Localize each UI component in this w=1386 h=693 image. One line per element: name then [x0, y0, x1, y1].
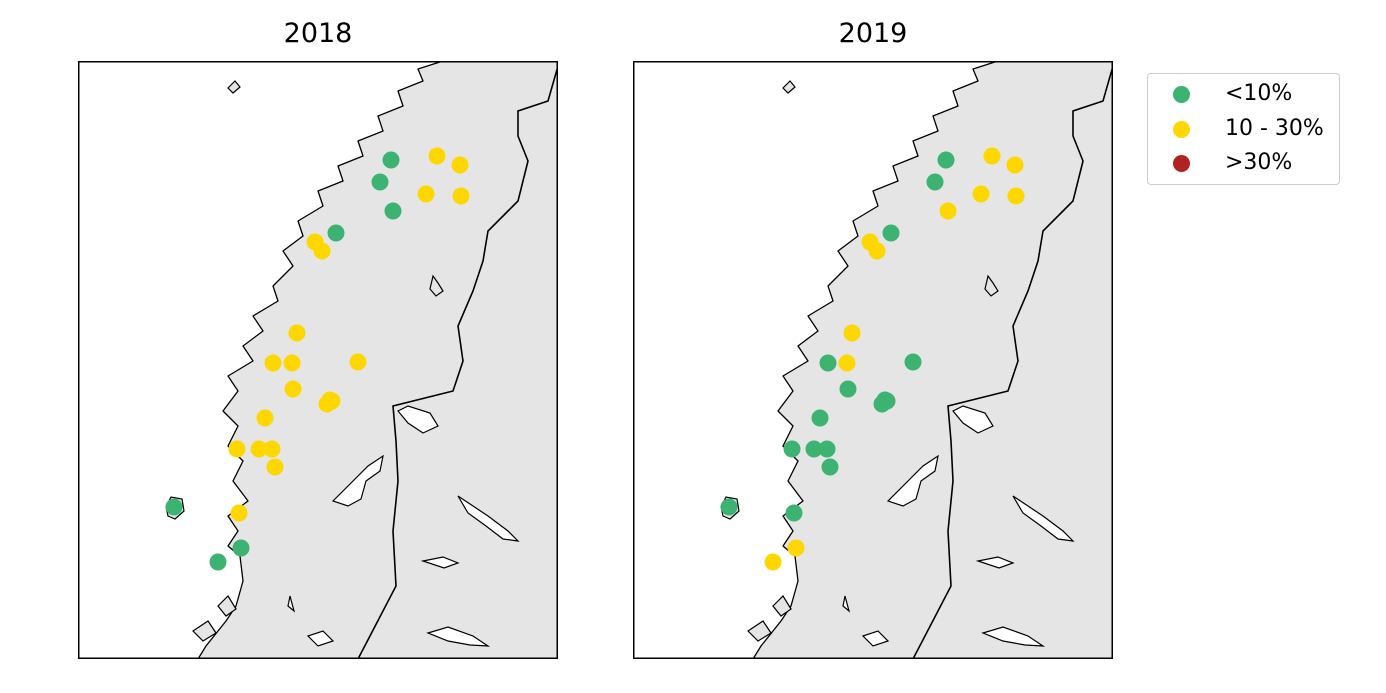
site-marker-mid: [452, 187, 470, 205]
lake: [1012, 495, 1075, 542]
site-marker-mid: [264, 354, 282, 372]
site-marker-low: [937, 151, 955, 169]
site-marker-mid: [939, 202, 957, 220]
site-marker-mid: [349, 353, 367, 371]
lake: [975, 556, 1015, 569]
site-marker-mid: [1006, 156, 1024, 174]
island: [747, 620, 772, 642]
site-marker-mid: [451, 156, 469, 174]
site-marker-mid: [256, 409, 274, 427]
island: [429, 274, 444, 297]
site-marker-mid: [283, 354, 301, 372]
site-marker-low: [371, 173, 389, 191]
legend-label-high: >30%: [1225, 150, 1293, 175]
island: [782, 80, 796, 94]
lake: [420, 556, 460, 569]
site-marker-mid: [868, 242, 886, 260]
site-marker-mid: [284, 380, 302, 398]
site-marker-mid: [263, 440, 281, 458]
site-marker-low: [926, 173, 944, 191]
site-marker-low: [783, 440, 801, 458]
lake: [306, 630, 335, 647]
lake: [842, 595, 851, 613]
legend-label-low: <10%: [1225, 81, 1293, 106]
national-border: [357, 65, 558, 659]
site-marker-mid: [323, 392, 341, 410]
legend-marker-mid: [1173, 120, 1190, 138]
lake: [397, 405, 439, 434]
site-marker-mid: [228, 440, 246, 458]
site-marker-mid: [428, 147, 446, 165]
site-marker-low: [209, 553, 227, 571]
site-marker-low: [878, 392, 896, 410]
legend: <10% 10 - 30% >30%: [1147, 73, 1340, 185]
legend-marker-high: [1173, 154, 1190, 172]
island: [217, 595, 237, 617]
site-marker-mid: [983, 147, 1001, 165]
site-marker-low: [785, 504, 803, 522]
site-marker-low: [382, 151, 400, 169]
site-marker-mid: [1007, 187, 1025, 205]
site-marker-mid: [838, 354, 856, 372]
legend-marker-low: [1173, 85, 1190, 103]
island: [984, 274, 999, 297]
legend-item-mid: 10 - 30%: [1148, 114, 1339, 144]
site-marker-mid: [764, 553, 782, 571]
legend-item-low: <10%: [1148, 79, 1339, 109]
map-panel-2018: [78, 61, 558, 659]
site-marker-low: [821, 458, 839, 476]
site-marker-mid: [250, 440, 268, 458]
lake: [981, 626, 1046, 647]
site-marker-mid: [266, 458, 284, 476]
island: [192, 620, 217, 642]
site-marker-mid: [843, 324, 861, 342]
island: [772, 595, 792, 617]
site-marker-low: [839, 380, 857, 398]
lake: [861, 630, 890, 647]
site-marker-mid: [972, 185, 990, 203]
national-border: [912, 65, 1113, 659]
map-panel-2019: [633, 61, 1113, 659]
legend-item-high: >30%: [1148, 148, 1339, 178]
site-marker-low: [232, 539, 250, 557]
lake: [457, 495, 520, 542]
site-marker-low: [811, 409, 829, 427]
site-marker-mid: [313, 242, 331, 260]
site-marker-mid: [230, 504, 248, 522]
site-marker-mid: [288, 324, 306, 342]
lake: [952, 405, 994, 434]
island: [227, 80, 241, 94]
site-marker-mid: [787, 539, 805, 557]
panel-title-2019: 2019: [838, 18, 908, 49]
lake: [287, 595, 296, 613]
legend-label-mid: 10 - 30%: [1225, 116, 1324, 141]
site-marker-low: [384, 202, 402, 220]
site-marker-low: [327, 224, 345, 242]
site-marker-low: [165, 498, 183, 516]
lake: [886, 454, 939, 507]
lake: [426, 626, 491, 647]
site-marker-mid: [417, 185, 435, 203]
panel-title-2018: 2018: [283, 18, 353, 49]
site-marker-low: [819, 354, 837, 372]
site-marker-low: [882, 224, 900, 242]
site-marker-low: [818, 440, 836, 458]
lake: [331, 454, 384, 507]
site-marker-low: [720, 498, 738, 516]
site-marker-low: [904, 353, 922, 371]
site-marker-low: [805, 440, 823, 458]
